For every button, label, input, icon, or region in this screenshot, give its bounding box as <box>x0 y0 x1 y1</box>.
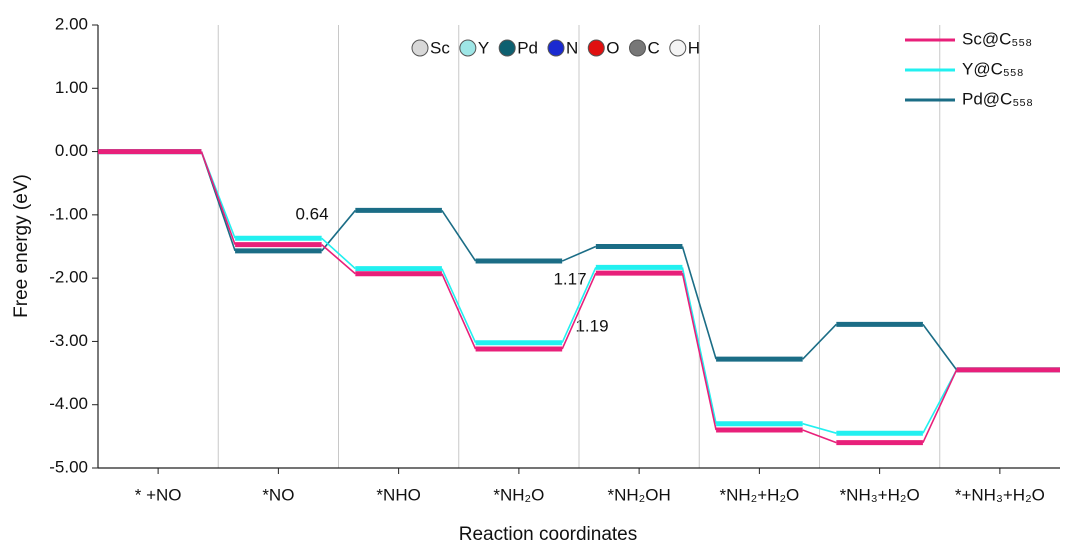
atom-label: H <box>688 38 700 57</box>
legend-label: Pd@C₅₅₈ <box>962 89 1033 108</box>
annotation: 1.19 <box>575 316 608 335</box>
x-tick-label: *NO <box>262 485 294 504</box>
atom-swatch <box>460 40 476 56</box>
x-tick-label: *NH₂+H₂O <box>719 485 799 504</box>
atom-swatch <box>499 40 515 56</box>
y-tick-label: 1.00 <box>55 78 88 97</box>
legend-label: Sc@C₅₅₈ <box>962 29 1032 48</box>
annotation: 0.64 <box>295 204 328 223</box>
y-tick-label: -1.00 <box>49 204 88 223</box>
y-tick-label: 2.00 <box>55 14 88 33</box>
atom-swatch <box>588 40 604 56</box>
y-tick-label: -3.00 <box>49 331 88 350</box>
atom-label: N <box>566 38 578 57</box>
y-tick-label: 0.00 <box>55 141 88 160</box>
x-tick-label: *NH₂OH <box>607 485 670 504</box>
atom-label: O <box>606 38 619 57</box>
atom-swatch <box>670 40 686 56</box>
y-tick-label: -5.00 <box>49 457 88 476</box>
y-axis-title: Free energy (eV) <box>11 174 32 318</box>
atom-swatch <box>548 40 564 56</box>
x-tick-label: *NH₂O <box>493 485 544 504</box>
x-tick-label: *NHO <box>376 485 420 504</box>
atom-swatch <box>412 40 428 56</box>
chart: Reaction coordinates Free energy (eV) 0.… <box>0 0 1073 547</box>
legend-label: Y@C₅₅₈ <box>962 59 1024 78</box>
atom-swatch <box>630 40 646 56</box>
x-tick-label: * +NO <box>135 485 182 504</box>
x-tick-label: *NH₃+H₂O <box>840 485 920 504</box>
annotation: 1.17 <box>553 269 586 288</box>
y-tick-label: -2.00 <box>49 268 88 287</box>
y-tick-label: -4.00 <box>49 394 88 413</box>
atom-label: C <box>648 38 660 57</box>
atom-label: Y <box>478 38 489 57</box>
x-tick-label: *+NH₃+H₂O <box>955 485 1045 504</box>
atom-label: Sc <box>430 38 450 57</box>
x-axis-title: Reaction coordinates <box>459 524 638 545</box>
atom-label: Pd <box>517 38 538 57</box>
